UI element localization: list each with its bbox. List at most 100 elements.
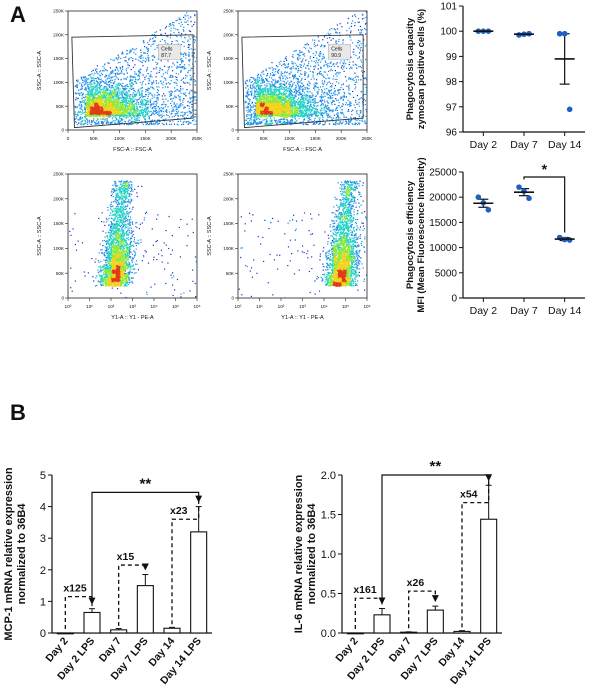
flow-gate-name: Cells (331, 46, 343, 52)
flow-y-tick-label: 250K (53, 9, 65, 14)
flow-events (238, 180, 367, 298)
flow-x-axis-label: FSC-A :: FSC-A (283, 147, 322, 153)
fold-change-arrowhead (431, 595, 439, 603)
data-point (475, 194, 482, 200)
flow-x-tick-label: 10¹ (256, 304, 263, 309)
flow-x-tick-label: 150K (310, 136, 322, 141)
flow-x-tick-label: 10³ (299, 304, 306, 309)
flow-y-tick-label: 100K (223, 80, 235, 85)
flow-y-tick-label: 200K (223, 196, 235, 201)
y-axis-label-line1: Phagocytosis capacity (405, 17, 416, 120)
fold-change-label: x161 (353, 584, 377, 596)
fold-change-bracket (171, 496, 200, 625)
flow-gate-polygon (71, 34, 194, 129)
flow-gate-box (158, 44, 181, 60)
bar (136, 585, 154, 634)
y-tick-label: 1.5 (321, 510, 336, 522)
bar (400, 631, 418, 634)
flow-y-tick-label: 250K (223, 9, 235, 14)
flow-y-axis-label: SSC-A :: SSC-A (37, 216, 43, 256)
y-tick-label: 101 (440, 2, 457, 13)
il6-bar-chart: 0.0 0.5 1.0 1.5 2.0 IL-6 mRNA relative expres… (293, 458, 502, 687)
bar (453, 630, 471, 634)
flow-x-tick-label: 10¹ (86, 304, 93, 309)
flow-plot-pe-ssc-day2: 10⁰ 10¹ 10² 10³ 10⁴ 10⁵ 10⁶ 0 50K 100K 150K 200K 250… (37, 172, 201, 321)
x-tick-label: Day 2 (470, 305, 498, 317)
data-point (556, 30, 563, 37)
y-axis-label-line1: MCP-1 mRNA relative expression (3, 467, 15, 640)
flow-y-tick-label: 100K (53, 80, 65, 85)
flow-gate-name: Cells (161, 46, 173, 52)
flow-x-tick-label: 10⁶ (363, 304, 370, 309)
data-point (516, 184, 522, 190)
flow-x-tick-label: 0 (237, 136, 240, 141)
flow-x-tick-label: 10⁴ (150, 304, 157, 309)
significance-label: ** (139, 475, 151, 492)
y-tick-label: 3 (40, 533, 46, 545)
fold-change-label: x54 (460, 489, 478, 501)
x-tick-label: Day 14 (548, 305, 581, 317)
flow-y-tick-label: 50K (56, 104, 65, 109)
y-tick-label: 5000 (435, 268, 458, 279)
flow-x-tick-label: 250K (362, 136, 374, 141)
mcp1-bar-chart: 0 1 2 3 4 5 MCP-1 mRNA relative expression norm… (3, 467, 212, 687)
data-point (485, 207, 492, 213)
flow-y-tick-label: 100K (53, 246, 65, 251)
flow-gate-value: 90.9 (331, 53, 341, 59)
y-axis-label-line1: IL-6 mRNA relative expression (293, 474, 305, 633)
significance-bracket (91, 491, 200, 607)
flow-x-tick-label: 10⁴ (320, 304, 327, 309)
flow-gate-polygon (241, 34, 364, 129)
bar (480, 518, 498, 634)
flow-x-tick-label: 0 (67, 136, 70, 141)
flow-x-tick-label: 10³ (129, 304, 136, 309)
y-tick-label: 1.0 (321, 549, 336, 561)
flow-plot-pe-ssc-day14: 10⁰ 10¹ 10² 10³ 10⁴ 10⁵ 10⁶ 0 50K 100K 150K 200K 250… (207, 172, 371, 321)
flow-y-axis-label: SSC-A :: SSC-A (207, 50, 213, 90)
flow-x-tick-label: 10² (108, 304, 115, 309)
fold-change-label: x15 (117, 551, 135, 563)
y-tick-label: 98 (446, 77, 458, 88)
flow-y-axis-label: SSC-A :: SSC-A (37, 50, 43, 90)
data-point (521, 188, 527, 194)
flow-y-tick-label: 0 (231, 296, 234, 301)
flow-y-tick-label: 0 (61, 128, 64, 133)
flow-y-tick-label: 0 (61, 296, 64, 301)
bar (373, 614, 391, 634)
y-tick-label: 4 (40, 502, 46, 514)
y-tick-label: 100 (440, 27, 457, 38)
flow-x-tick-label: 200K (166, 136, 178, 141)
flow-y-tick-label: 0 (231, 128, 234, 133)
y-tick-label: 1 (40, 596, 46, 608)
flow-x-tick-label: 10⁰ (65, 304, 72, 309)
y-axis-label-line2: zymosan positive cells (%) (416, 9, 427, 129)
bar (163, 627, 181, 634)
fold-change-label: x23 (170, 505, 188, 517)
flow-events (244, 11, 367, 126)
flow-x-tick-label: 10⁵ (172, 304, 179, 309)
panel-label-b: B (10, 400, 26, 425)
y-tick-label: 10000 (429, 243, 457, 254)
bar (190, 531, 208, 634)
flow-y-tick-label: 150K (53, 221, 65, 226)
panel-label-a: A (10, 2, 26, 27)
y-tick-label: 2.0 (321, 470, 336, 482)
flow-y-tick-label: 150K (53, 56, 65, 61)
flow-y-tick-label: 250K (223, 172, 235, 177)
y-axis-label-line2: normalized to 36B4 (306, 503, 318, 605)
bar (110, 629, 128, 634)
y-tick-label: 2 (40, 565, 46, 577)
y-tick-label: 0 (451, 294, 457, 305)
flow-x-tick-label: 50K (260, 136, 269, 141)
y-tick-label: 20000 (429, 193, 457, 204)
x-tick-label: Day 2 (470, 139, 498, 151)
phagocytosis-efficiency-chart: 0 5000 10000 15000 20000 25000 Day 2 Day 7 Day 1… (405, 157, 585, 317)
flow-plot-fsc-ssc-day2: 0 50K 100K 150K 200K 250K 0 50K 100K 150K 200K 250K… (37, 9, 203, 153)
flow-x-tick-label: 100K (114, 136, 126, 141)
flow-y-tick-label: 150K (223, 221, 235, 226)
x-tick-label: Day 14 (548, 139, 581, 151)
flow-x-tick-label: 150K (140, 136, 152, 141)
significance-label: ** (429, 458, 441, 475)
flow-x-tick-label: 50K (90, 136, 99, 141)
flow-events (69, 180, 197, 298)
